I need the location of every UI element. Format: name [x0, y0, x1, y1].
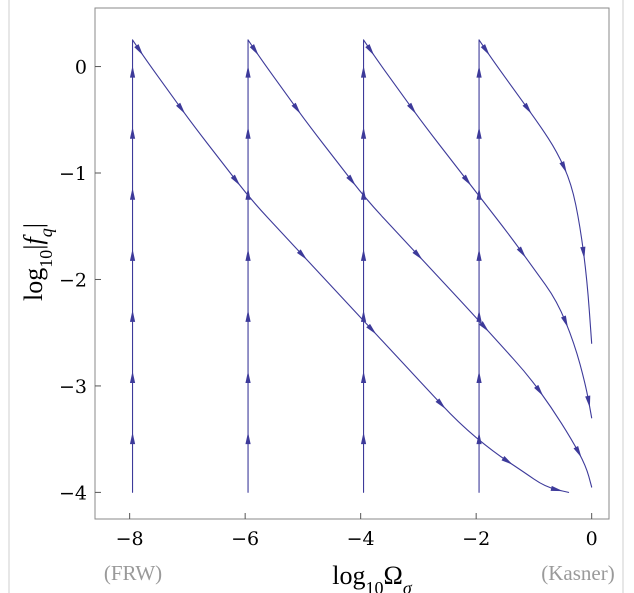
x-tick-label: −2 [462, 528, 490, 550]
y-tick-label: 0 [75, 57, 87, 79]
flow-arrow [134, 44, 144, 56]
plot-frame [94, 7, 610, 520]
flow-arrow [245, 65, 251, 78]
flow-arrow [476, 371, 482, 384]
y-tick-label: −2 [59, 269, 87, 291]
flow-arrow [245, 187, 251, 200]
flow-arrow [230, 174, 241, 186]
flow-arrow [480, 44, 490, 56]
flow-arrow [360, 309, 367, 322]
flow-arrow [249, 44, 259, 56]
flow-arrow [461, 174, 472, 186]
flow-arrow [245, 248, 251, 261]
flow-arrow [522, 102, 532, 114]
flow-arrow [360, 432, 367, 445]
kasner-label: (Kasner) [541, 561, 614, 585]
flow-arrow [585, 395, 591, 408]
flow-arrow [559, 161, 567, 174]
flow-arrow [129, 309, 136, 322]
flow-arrow [360, 65, 367, 78]
decay-trajectory [478, 39, 593, 344]
x-tick-label: 0 [586, 528, 598, 550]
flow-arrow [245, 371, 251, 384]
flow-arrow [412, 249, 423, 260]
flow-arrow [129, 187, 136, 200]
flow-arrow [360, 126, 367, 139]
x-tick-label: −6 [231, 528, 259, 550]
flow-arrow [476, 248, 482, 261]
flow-arrow [580, 246, 586, 259]
flow-arrow [534, 384, 544, 397]
axis-tick-labels: −8 −6 −4 −2 0 0 −1 −2 −3 −4 [59, 57, 598, 550]
flow-arrow [478, 321, 489, 332]
decay-trajectory [131, 39, 570, 493]
axis-ticks [95, 66, 593, 519]
flow-arrow [346, 174, 356, 186]
flow-arrow [561, 315, 568, 328]
flow-arrow [360, 371, 367, 384]
decay-trajectory [363, 39, 593, 419]
flow-arrow [476, 65, 482, 78]
decay-trajectory [247, 39, 593, 488]
y-tick-label: −3 [59, 376, 87, 398]
y-axis-title: log10|fq| [19, 223, 56, 301]
flow-arrow [360, 187, 367, 200]
flow-arrow [476, 187, 482, 200]
flow-arrow [129, 371, 136, 384]
flow-arrow [129, 248, 136, 261]
flow-arrow [291, 102, 301, 114]
y-tick-label: −4 [59, 482, 87, 504]
flow-arrow [476, 126, 482, 139]
x-axis-title: log10Ωσ [332, 561, 413, 593]
flow-arrow [245, 432, 251, 445]
flow-arrow [296, 249, 307, 260]
flow-arrow [435, 398, 446, 409]
trajectories [131, 39, 593, 493]
flow-arrow [573, 445, 582, 458]
flow-arrow [129, 65, 136, 78]
direction-arrows [129, 44, 591, 492]
flow-arrow [516, 246, 526, 258]
flow-arrow [476, 432, 482, 445]
frw-label: (FRW) [104, 561, 162, 585]
flow-arrow [245, 126, 251, 139]
flow-arrow [129, 432, 136, 445]
flow-arrow [129, 126, 136, 139]
flow-arrow [245, 309, 251, 322]
flow-arrow [501, 456, 513, 465]
x-tick-label: −8 [116, 528, 144, 550]
flow-arrow [407, 102, 417, 114]
x-tick-label: −4 [347, 528, 375, 550]
flow-arrow [550, 485, 563, 492]
flow-arrow [360, 248, 367, 261]
flow-arrow [476, 309, 482, 322]
flow-arrow [366, 323, 377, 335]
flow-arrow [365, 44, 375, 56]
flow-arrow [176, 102, 186, 114]
y-tick-label: −1 [59, 163, 87, 185]
